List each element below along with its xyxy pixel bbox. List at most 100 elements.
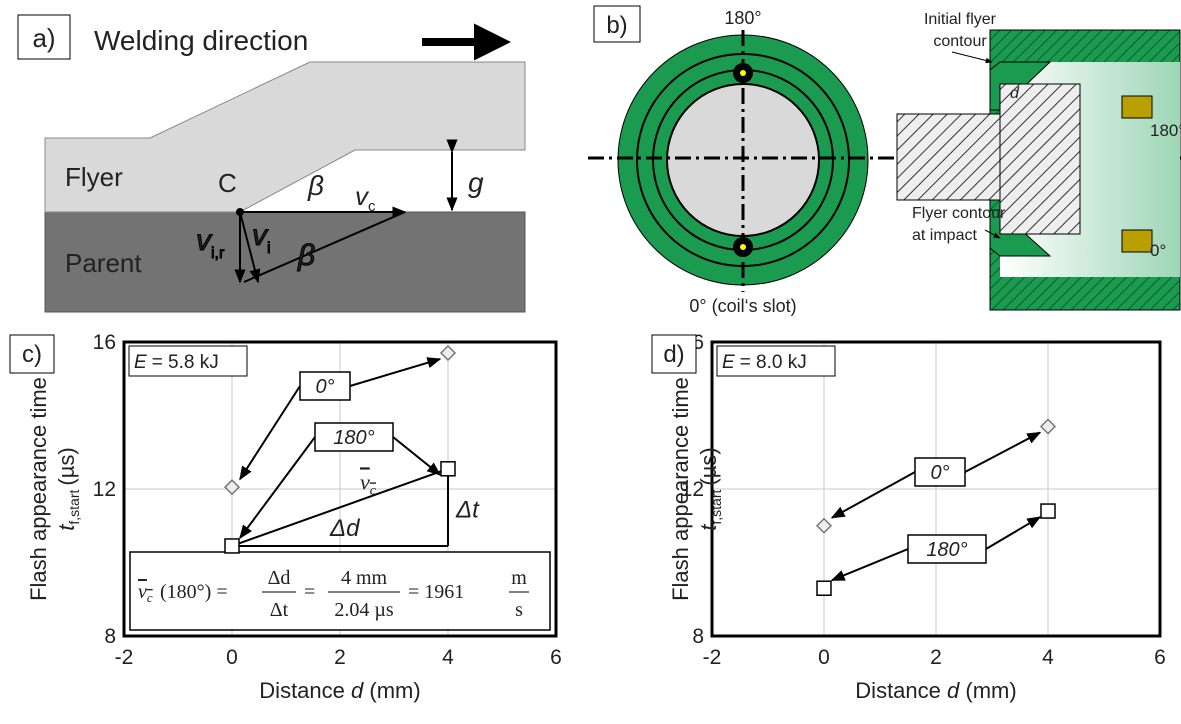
panel-label: c): [22, 341, 42, 368]
beta-label: β: [307, 170, 324, 201]
d-label: d: [1010, 85, 1020, 102]
slot-core: [740, 244, 746, 250]
x-tick-label: 0: [226, 646, 238, 669]
callout: Flyer contour: [912, 205, 1006, 222]
equation-part: 4 mm: [341, 567, 388, 589]
callout-arrow: [393, 437, 440, 475]
callout-arrow: [350, 359, 440, 386]
y-axis-label: tf,start(µs): [54, 447, 82, 530]
subscript: c: [368, 198, 376, 215]
direction-arrow: [422, 30, 502, 54]
point: [1041, 420, 1055, 434]
x-tick-label: 4: [442, 646, 454, 669]
slot-core: [740, 70, 746, 76]
y-label-main: Flash appearance time: [668, 377, 693, 601]
panel-a: a) Welding direction Flyer Parent C β vc…: [18, 15, 525, 312]
annotation-text: = 5.8 kJ: [152, 352, 219, 373]
y-label-main: Flash appearance time: [26, 377, 51, 601]
symbol: E: [134, 352, 147, 373]
velocity-label: vc: [360, 469, 377, 498]
callout-arrow: [965, 433, 1040, 472]
subscript: c: [370, 483, 377, 498]
symbol: v: [360, 469, 370, 494]
panel-label: a): [32, 23, 55, 53]
point: [1041, 504, 1055, 518]
x-axis-label: Distance d (mm): [259, 678, 420, 703]
y-tick-label: 8: [104, 625, 116, 648]
x-axis-label: Distance d (mm): [855, 678, 1016, 703]
x-label-part: d: [351, 678, 364, 703]
sensor: [1122, 230, 1152, 252]
parent-head: [1000, 84, 1080, 234]
point-label: C: [218, 168, 237, 198]
y-tick-label: 8: [692, 625, 704, 648]
equation-part: = 1961: [408, 581, 464, 603]
angle-label: 180°: [724, 8, 761, 28]
point: [817, 519, 831, 533]
angle-label: 180°: [1150, 121, 1181, 140]
annotation-text: = 8.0 kJ: [740, 352, 807, 373]
equation-part: Δt: [270, 599, 289, 621]
legend-label: 180°: [926, 539, 967, 561]
callout-arrow: [832, 549, 908, 580]
subscript: c: [147, 590, 153, 605]
panel-label: d): [663, 341, 684, 368]
callout: at impact: [912, 227, 977, 244]
point: [225, 539, 239, 553]
x-tick-label: -2: [115, 646, 134, 669]
x-tick-label: 2: [334, 646, 346, 669]
equation-part: 2.04 µs: [334, 599, 394, 621]
subscript: f,start: [66, 489, 82, 524]
y-axis-label: Flash appearance time: [26, 377, 51, 601]
delta-d-label: Δd: [329, 515, 360, 542]
x-label-part: d: [947, 678, 960, 703]
callout-arrow: [832, 472, 915, 518]
figure: a) Welding direction Flyer Parent C β vc…: [0, 0, 1181, 719]
equation-part: m: [511, 567, 527, 589]
panel-label: b): [606, 12, 627, 39]
x-tick-label: 0: [818, 646, 830, 669]
equation-part: Δd: [268, 567, 291, 589]
unit: (µs): [696, 447, 721, 485]
x-tick-label: 4: [1042, 646, 1054, 669]
beta-label: β: [297, 239, 315, 272]
callout-arrow: [986, 517, 1040, 549]
point: [441, 462, 455, 476]
y-axis-label: Flash appearance time: [668, 377, 693, 601]
callout-arrow: [240, 386, 300, 479]
x-label-part: Distance: [855, 678, 947, 703]
parent-label: Parent: [65, 248, 142, 278]
symbol: E: [722, 352, 735, 373]
callout: Initial flyer: [924, 11, 997, 28]
equation-part: =: [304, 581, 315, 603]
subscript: f,start: [708, 489, 724, 524]
callout-arrow: [240, 437, 315, 538]
callout-arrow: [952, 52, 992, 62]
point: [817, 581, 831, 595]
flyer-label: Flyer: [65, 162, 123, 192]
chart: -2024681216d)Flash appearance timetf,sta…: [652, 331, 1166, 703]
point: [441, 346, 455, 360]
panel-b: b) 180° 0° (coil‘s slot) Initial flyer c…: [588, 6, 1181, 316]
subscript: i,r: [211, 245, 225, 262]
callout: contour: [933, 33, 987, 50]
gap-label: g: [468, 167, 484, 198]
sensor: [1122, 96, 1152, 118]
equation-part: (180°) =: [160, 581, 228, 603]
legend-label: 180°: [333, 427, 374, 449]
direction-text: Welding direction: [94, 25, 308, 56]
x-tick-label: 6: [1154, 646, 1166, 669]
x-label-part: (mm): [363, 678, 420, 703]
y-tick-label: 16: [93, 331, 116, 354]
x-tick-label: -2: [703, 646, 722, 669]
x-label-part: (mm): [959, 678, 1016, 703]
equation-part: s: [515, 599, 523, 621]
parent-shaft: [897, 114, 1000, 200]
unit: (µs): [54, 447, 79, 485]
vc-label: vc: [355, 181, 376, 215]
subscript: i: [267, 240, 271, 257]
x-tick-label: 6: [550, 646, 562, 669]
symbol: v: [138, 581, 147, 603]
x-tick-label: 2: [930, 646, 942, 669]
